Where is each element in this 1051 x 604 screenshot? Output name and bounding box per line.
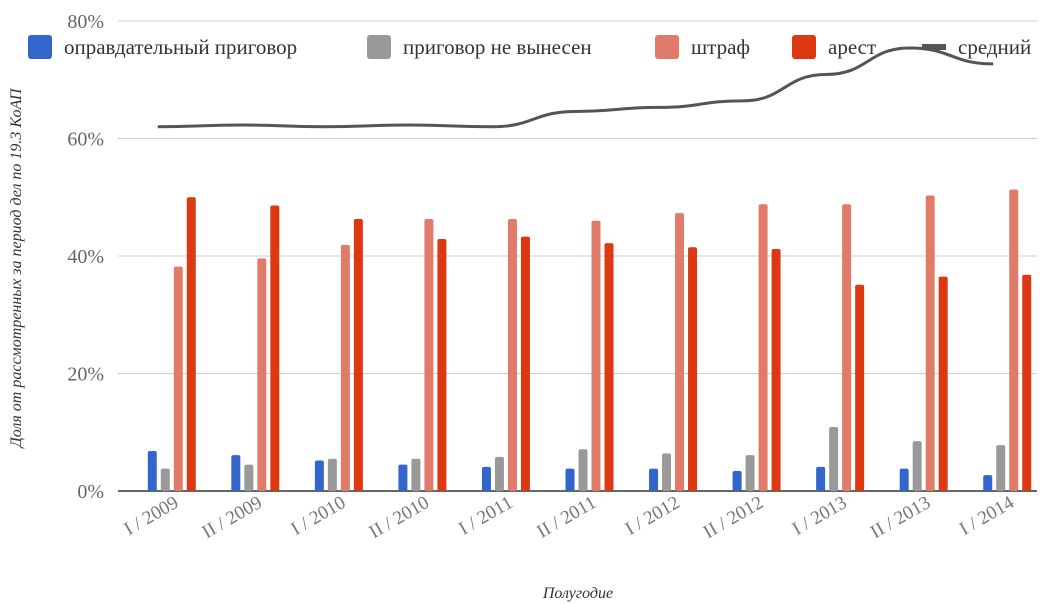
- bar: [675, 213, 685, 492]
- bar: [231, 455, 241, 491]
- bar: [565, 468, 575, 491]
- bar: [842, 204, 852, 492]
- y-tick-label: 80%: [67, 11, 104, 33]
- y-axis-ticks: 0% 20% 40% 60% 80%: [67, 11, 104, 503]
- y-tick-label: 60%: [67, 129, 104, 151]
- bar: [688, 247, 698, 491]
- bar: [604, 243, 614, 491]
- bar: [732, 471, 742, 491]
- bar: [270, 205, 280, 491]
- x-axis-title: Полугодие: [542, 585, 613, 602]
- bar: [591, 220, 601, 491]
- x-tick-label: I / 2014: [956, 492, 1018, 540]
- bar: [745, 455, 755, 491]
- bar: [983, 475, 993, 491]
- bar: [411, 458, 421, 491]
- bar: [398, 464, 408, 491]
- bar: [938, 276, 948, 491]
- gridlines: [118, 20, 1037, 492]
- bar: [829, 426, 839, 491]
- bar: [771, 248, 781, 491]
- legend-label: приговор не вынесен: [403, 35, 592, 59]
- legend-label: средний: [958, 35, 1031, 59]
- bar: [925, 195, 935, 492]
- bar: [578, 449, 588, 491]
- y-axis-title: Доля от рассмотренных за период дел по 1…: [8, 87, 25, 449]
- bar: [327, 458, 337, 491]
- bar: [520, 236, 530, 491]
- bar: [1022, 274, 1032, 491]
- x-tick-label: II / 2010: [366, 492, 433, 543]
- x-tick-label: I / 2013: [789, 492, 851, 540]
- x-tick-label: I / 2009: [121, 492, 183, 540]
- x-tick-label: II / 2011: [533, 492, 600, 543]
- legend-label: оправдательный приговор: [64, 35, 297, 59]
- bar: [1009, 189, 1019, 492]
- bar: [899, 468, 909, 491]
- bar: [481, 466, 491, 491]
- legend-swatch: [28, 35, 52, 59]
- x-tick-label: II / 2013: [867, 492, 934, 543]
- bar: [662, 453, 672, 491]
- bar: [257, 258, 267, 491]
- bar: [173, 266, 183, 491]
- bar: [424, 218, 434, 492]
- bar: [437, 238, 447, 491]
- x-tick-label: II / 2012: [700, 492, 767, 543]
- bar: [186, 197, 196, 491]
- bar: [494, 456, 504, 491]
- bar: [816, 466, 826, 491]
- average-line-group: [157, 46, 994, 129]
- y-tick-label: 40%: [67, 246, 104, 268]
- legend-swatch: [792, 35, 816, 59]
- bar: [147, 451, 157, 491]
- y-tick-label: 20%: [67, 364, 104, 386]
- legend-label: арест: [828, 35, 876, 59]
- legend: оправдательный приговор приговор не вынес…: [28, 35, 1031, 59]
- legend-label: штраф: [691, 35, 750, 59]
- average-line: [157, 46, 994, 129]
- legend-swatch-line: [922, 44, 946, 50]
- bar: [244, 464, 254, 491]
- legend-swatch: [655, 35, 679, 59]
- bar: [649, 468, 659, 491]
- bar: [758, 204, 768, 492]
- bar: [855, 284, 865, 491]
- bar: [160, 468, 170, 491]
- bar: [353, 218, 363, 492]
- bars-group: [147, 189, 1032, 492]
- x-axis-ticks: I / 2009 II / 2009 I / 2010 II / 2010 I / 20…: [121, 492, 1019, 543]
- x-tick-label: II / 2009: [199, 492, 266, 543]
- bar: [996, 445, 1006, 491]
- bar: [314, 460, 324, 491]
- legend-swatch: [367, 35, 391, 59]
- bar: [340, 244, 350, 491]
- x-tick-label: I / 2012: [622, 492, 684, 540]
- x-tick-label: I / 2010: [288, 492, 350, 540]
- y-tick-label: 0%: [77, 481, 104, 503]
- bar: [912, 441, 922, 491]
- bar: [507, 218, 517, 492]
- x-tick-label: I / 2011: [455, 492, 516, 539]
